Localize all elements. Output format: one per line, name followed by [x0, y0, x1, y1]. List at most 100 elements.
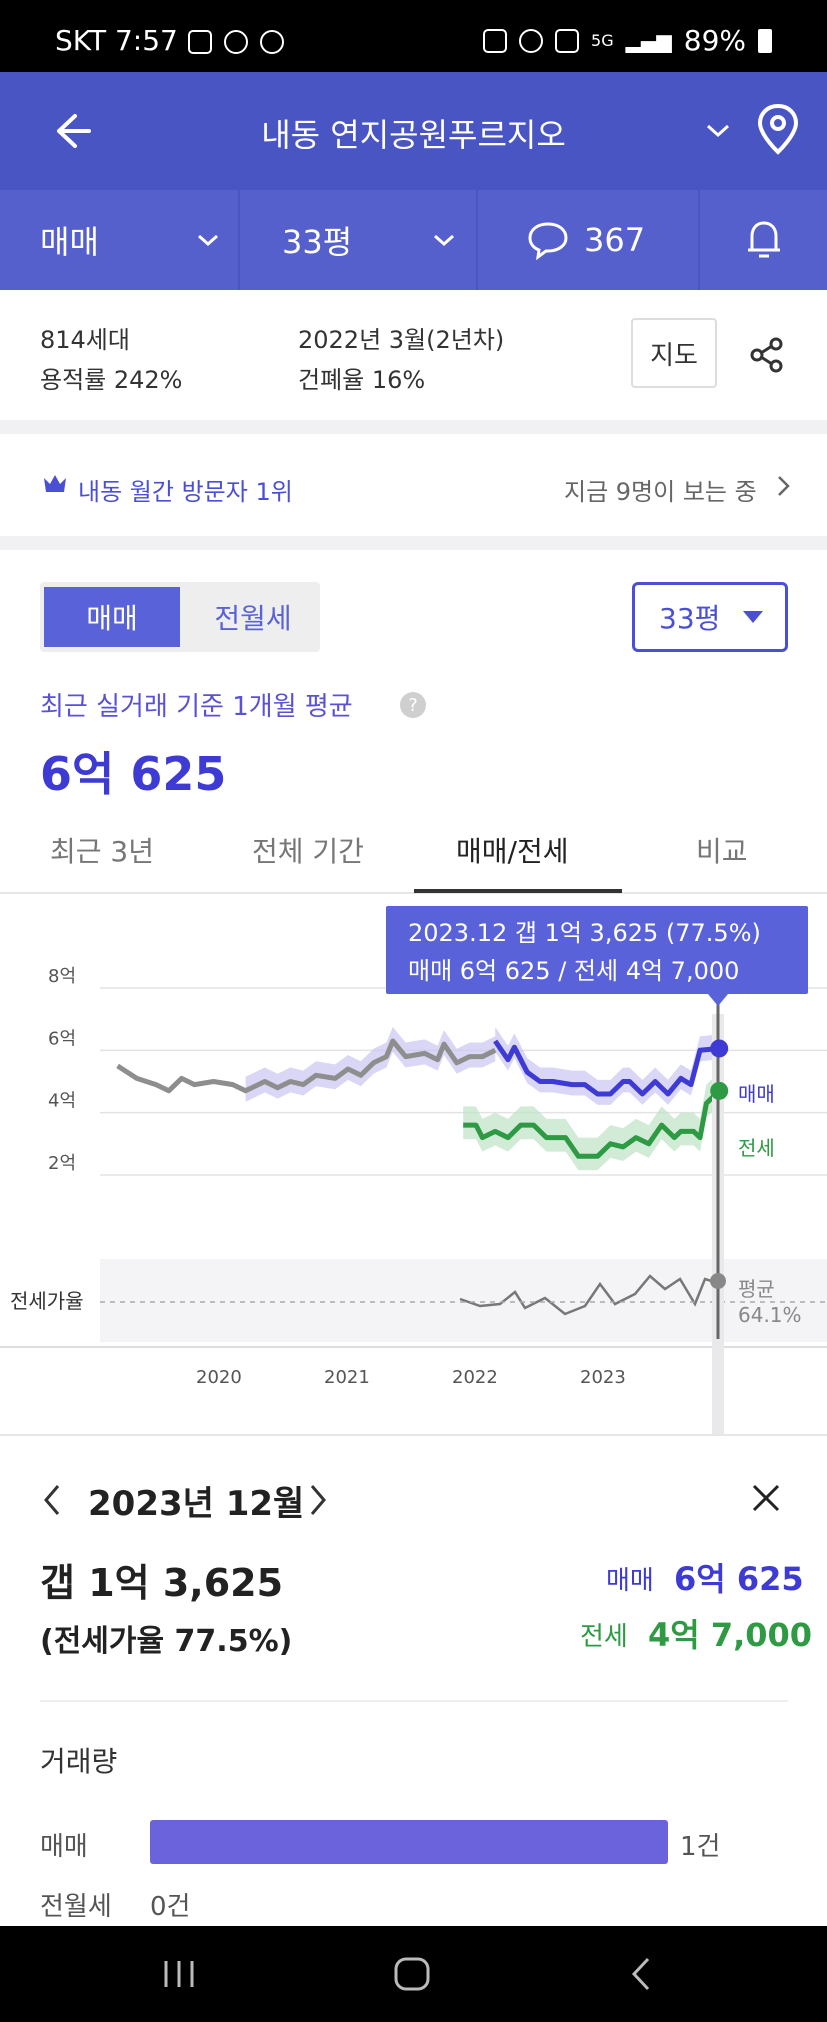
tooltip-line1: 2023.12 갭 1억 3,625 (77.5%) [408, 919, 761, 947]
back-icon[interactable] [628, 1956, 652, 1992]
caret-down-icon [743, 611, 763, 623]
floor-area-ratio: 용적률 242% [40, 366, 183, 394]
tab-recent-3y[interactable]: 최근 3년 [50, 835, 154, 868]
x-tick-label: 2022 [452, 1367, 498, 1388]
app-header: 내동 연지공원푸르지오 [0, 72, 827, 190]
tooltip-pointer [708, 994, 728, 1006]
toggle-sale[interactable]: 매매 [44, 587, 180, 647]
volume-sale-count: 1건 [680, 1832, 721, 1862]
divider [0, 1434, 827, 1436]
deal-type-label: 매매 [40, 223, 99, 261]
tab-all-period[interactable]: 전체 기간 [252, 835, 364, 868]
alarm-icon [519, 28, 544, 53]
signal-icon: ▂▄▆ [625, 28, 672, 53]
status-bar: SKT 7:57 5G ▂▄▆ 89% [0, 0, 827, 72]
built-date: 2022년 3월(2년차) [298, 326, 505, 354]
separator [0, 420, 827, 434]
volume-sale-bar [150, 1820, 668, 1864]
jeonse-point [710, 1081, 729, 1100]
help-icon[interactable]: ? [400, 692, 426, 718]
y-tick-label: 4억 [48, 1091, 76, 1112]
share-icon[interactable] [748, 336, 786, 374]
average-value: 6억 625 [40, 747, 227, 801]
comment-bubble-icon [528, 222, 568, 260]
average-label: 최근 실거래 기준 1개월 평균 [40, 692, 353, 722]
y-tick-label: 6억 [48, 1028, 76, 1049]
chevron-down-icon [434, 234, 454, 247]
active-tab-indicator [414, 889, 622, 893]
detail-month: 2023년 12월 [88, 1484, 305, 1524]
page-title[interactable]: 내동 연지공원푸르지오 [261, 116, 566, 154]
sale-line [493, 1039, 720, 1097]
comment-count: 367 [584, 221, 646, 259]
chevron-right-icon [778, 476, 790, 496]
visitor-rank-row[interactable]: 내동 월간 방문자 1위 지금 9명이 보는 중 [0, 436, 827, 536]
detail-sale-value: 6억 625 [674, 1560, 804, 1598]
mute-icon [555, 28, 580, 53]
crown-icon [44, 475, 66, 492]
ratio-point [710, 1273, 726, 1289]
volume-rent-count: 0건 [150, 1892, 191, 1922]
close-icon[interactable] [750, 1482, 782, 1514]
system-nav-bar [0, 1926, 827, 2022]
battery-text: 89% [683, 24, 746, 57]
price-chart[interactable]: 8억 6억 4억 2억 2020 2021 2022 2023 매매 전세 평균 64.1%… [0, 894, 827, 1434]
current-viewers: 지금 9명이 보는 중 [564, 478, 757, 506]
ratio-axis-label: 전세가율 [10, 1289, 84, 1313]
5g-icon: 5G [591, 31, 614, 50]
x-tick-label: 2023 [580, 1367, 626, 1388]
legend-jeonse: 전세 [738, 1136, 775, 1160]
chart-tooltip: 2023.12 갭 1억 3,625 (77.5%) 매매 6억 625 / 전… [386, 906, 808, 994]
ratio-line [459, 1274, 719, 1316]
volume-rent-label: 전월세 [40, 1892, 112, 1922]
location-pin-icon[interactable] [756, 102, 800, 158]
chevron-left-icon[interactable] [40, 1482, 64, 1518]
legend-average: 평균 [738, 1277, 775, 1301]
size-select[interactable]: 33평 [632, 582, 788, 652]
x-tick-label: 2020 [196, 1367, 242, 1388]
recent-apps-icon[interactable] [162, 1958, 196, 1990]
detail-jeonse-label: 전세 [580, 1622, 628, 1652]
separator [0, 536, 827, 550]
dnd-icon [260, 30, 284, 54]
size-label: 33평 [282, 223, 353, 261]
chevron-right-icon[interactable] [306, 1482, 330, 1518]
jeonse-line [463, 1089, 721, 1159]
talk-icon [224, 30, 248, 54]
back-arrow-icon[interactable] [45, 106, 95, 156]
detail-jeonse-value: 4억 7,000 [648, 1616, 813, 1654]
bell-icon[interactable] [744, 218, 784, 262]
divider [40, 1700, 788, 1702]
battery-icon [758, 28, 772, 53]
x-tick-label: 2021 [324, 1367, 370, 1388]
filter-bar: 매매 33평 367 [0, 190, 827, 290]
comments-button[interactable]: 367 [526, 190, 696, 290]
chevron-down-icon[interactable] [704, 116, 732, 144]
chevron-down-icon [198, 234, 218, 247]
home-icon[interactable] [392, 1956, 432, 1992]
jeonse-range-band [463, 1072, 720, 1171]
legend-sale: 매매 [738, 1082, 775, 1106]
sale-range-band [245, 1027, 720, 1105]
visitor-rank-text: 내동 월간 방문자 1위 [78, 478, 293, 506]
legend-average-value: 64.1% [738, 1303, 802, 1327]
toggle-rent[interactable]: 전월세 [214, 602, 292, 635]
building-coverage-ratio: 건폐율 16% [298, 366, 426, 394]
size-select-value: 33평 [659, 602, 721, 635]
sale-line-history [116, 1038, 497, 1094]
tab-compare[interactable]: 비교 [696, 835, 748, 868]
tab-sale-jeonse[interactable]: 매매/전세 [456, 835, 569, 868]
jeonse-ratio: (전세가율 77.5%) [40, 1624, 293, 1659]
households: 814세대 [40, 326, 130, 354]
volume-title: 거래량 [40, 1745, 118, 1778]
y-tick-label: 2억 [48, 1153, 76, 1174]
size-dropdown[interactable]: 33평 [282, 190, 472, 290]
volume-sale-label: 매매 [40, 1832, 88, 1862]
complex-info: 814세대 용적률 242% 2022년 3월(2년차) 건폐율 16% [0, 290, 827, 420]
period-tabs: 최근 3년 전체 기간 매매/전세 비교 [0, 820, 827, 894]
deal-type-dropdown[interactable]: 매매 [40, 190, 230, 290]
detail-sale-label: 매매 [606, 1566, 654, 1596]
map-button[interactable]: 지도 [631, 318, 717, 388]
status-time: SKT 7:57 [55, 24, 178, 57]
gallery-icon [188, 30, 212, 54]
